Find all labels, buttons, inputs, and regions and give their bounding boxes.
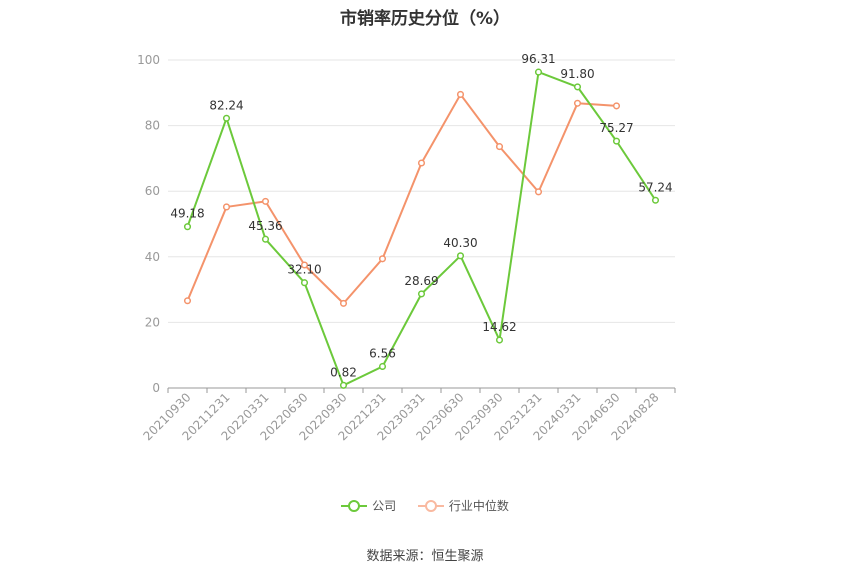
legend-item-industry-median[interactable]: 行业中位数 — [417, 497, 509, 514]
y-tick-label: 20 — [145, 315, 160, 329]
data-point-company — [300, 279, 309, 287]
data-label-company: 96.31 — [521, 52, 555, 66]
data-point-industry-median — [300, 261, 309, 269]
data-label-company: 49.18 — [170, 207, 204, 221]
data-point-company — [456, 252, 465, 260]
data-point-company — [612, 137, 621, 145]
data-point-company — [339, 381, 348, 389]
legend: 公司 行业中位数 — [0, 497, 850, 515]
data-point-industry-median — [261, 197, 270, 205]
data-label-company: 75.27 — [599, 121, 633, 135]
data-point-industry-median — [534, 188, 543, 196]
line-chart: 0204060801002021093020211231202203312022… — [137, 52, 676, 443]
data-label-company: 82.24 — [209, 98, 243, 112]
legend-swatch-company — [341, 499, 368, 512]
legend-label-company: 公司 — [372, 499, 397, 513]
data-point-company — [495, 336, 504, 344]
y-tick-label: 40 — [145, 250, 160, 264]
data-point-industry-median — [339, 299, 348, 307]
data-point-industry-median — [222, 203, 231, 211]
series-line-industry-median — [186, 93, 617, 305]
data-point-company — [651, 196, 660, 204]
y-tick-label: 80 — [145, 119, 160, 133]
data-label-company: 14.62 — [482, 320, 516, 334]
data-point-company — [534, 68, 543, 76]
data-label-company: 57.24 — [638, 180, 672, 194]
data-point-company — [222, 114, 231, 122]
data-point-industry-median — [456, 90, 465, 98]
data-label-company: 40.30 — [443, 236, 477, 250]
data-label-company: 28.69 — [404, 274, 438, 288]
data-label-company: 91.80 — [560, 67, 594, 81]
data-point-company — [573, 83, 582, 91]
y-tick-label: 0 — [152, 381, 160, 395]
y-tick-label: 60 — [145, 184, 160, 198]
y-tick-label: 100 — [137, 53, 160, 67]
data-label-company: 0.82 — [330, 365, 357, 379]
data-label-company: 32.10 — [287, 263, 321, 277]
data-point-industry-median — [495, 143, 504, 151]
data-point-industry-median — [612, 102, 621, 110]
data-point-industry-median — [183, 297, 192, 305]
legend-swatch-industry-median — [417, 499, 444, 512]
legend-item-company[interactable]: 公司 — [341, 497, 396, 514]
data-point-company — [261, 235, 270, 243]
data-point-company — [378, 362, 387, 371]
data-label-company: 6.56 — [369, 346, 396, 360]
data-point-industry-median — [573, 99, 582, 107]
data-point-industry-median — [378, 255, 387, 263]
data-point-company — [417, 290, 426, 298]
data-point-industry-median — [417, 159, 426, 167]
chart-title: 市销率历史分位（%） — [339, 9, 511, 29]
data-label-company: 45.36 — [248, 219, 282, 233]
legend-label-industry-median: 行业中位数 — [448, 499, 509, 513]
data-point-company — [183, 223, 192, 231]
source-note: 数据来源：恒生聚源 — [366, 549, 484, 564]
